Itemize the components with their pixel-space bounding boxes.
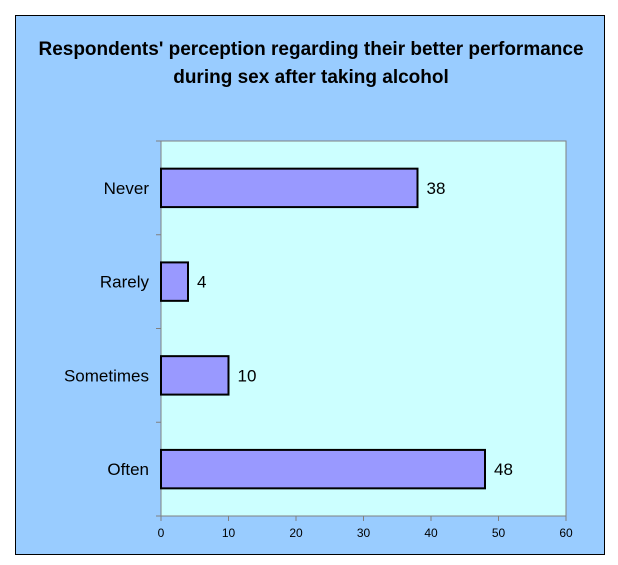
category-label: Sometimes <box>64 366 149 385</box>
category-label: Often <box>107 460 149 479</box>
x-tick-label: 40 <box>424 526 438 540</box>
category-label: Rarely <box>100 273 150 292</box>
x-tick-label: 20 <box>289 526 303 540</box>
data-label: 10 <box>238 366 257 385</box>
x-tick-label: 60 <box>559 526 573 540</box>
x-tick-label: 10 <box>222 526 236 540</box>
chart-title: Respondents' perception regarding their … <box>38 39 584 88</box>
bar <box>160 261 189 302</box>
data-label: 38 <box>427 179 446 198</box>
x-tick-label: 0 <box>158 526 165 540</box>
bar <box>160 167 419 209</box>
data-label: 4 <box>197 273 206 292</box>
data-label: 48 <box>494 460 513 479</box>
category-label: Never <box>104 179 150 198</box>
bar <box>160 448 486 490</box>
x-tick-label: 30 <box>357 526 371 540</box>
x-tick-label: 50 <box>492 526 506 540</box>
chart-frame: Respondents' perception regarding their … <box>15 15 605 555</box>
bar <box>160 355 230 396</box>
bar-chart: 0 10 20 30 40 50 60 Never 38 Rarely 4 Sometimes 10 Of… <box>64 140 573 540</box>
